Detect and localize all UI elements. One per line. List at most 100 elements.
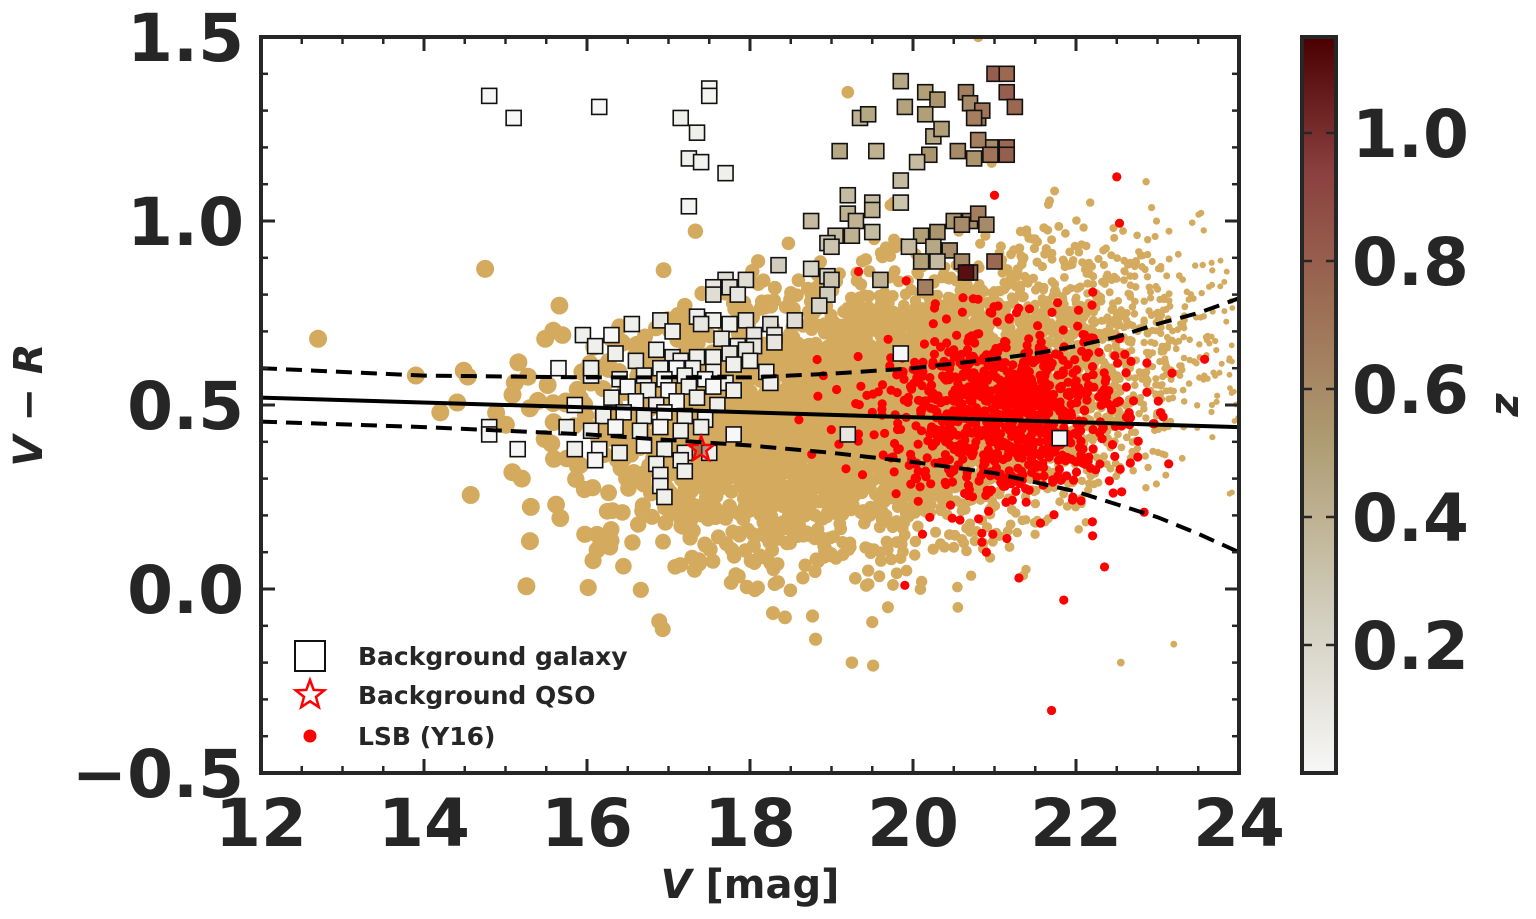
field-galaxy-point (1014, 341, 1025, 352)
field-galaxy-point (853, 307, 866, 321)
field-galaxy-point (1208, 408, 1215, 416)
field-galaxy-point (1242, 345, 1248, 351)
field-galaxy-point (1109, 224, 1118, 233)
field-galaxy-point (1039, 223, 1049, 233)
field-galaxy-point (1129, 466, 1137, 475)
field-galaxy-point (1086, 198, 1095, 207)
field-galaxy-point (1032, 237, 1043, 247)
field-galaxy-point (1037, 307, 1047, 317)
field-galaxy-point (1060, 273, 1069, 282)
field-galaxy-point (1229, 489, 1235, 496)
field-galaxy-point (1167, 387, 1174, 394)
field-galaxy-point (1016, 280, 1026, 291)
field-galaxy-point (1021, 225, 1032, 235)
field-galaxy-point (1199, 261, 1206, 269)
field-galaxy-point (1105, 288, 1114, 297)
field-galaxy-point (775, 515, 790, 530)
field-galaxy-point (1221, 278, 1228, 285)
field-galaxy-point (1074, 525, 1083, 534)
field-galaxy-point (1142, 348, 1151, 357)
field-galaxy-point (958, 279, 970, 291)
field-galaxy-point (1108, 299, 1117, 308)
field-galaxy-point (739, 579, 755, 595)
field-galaxy-point (1110, 233, 1119, 242)
field-galaxy-point (1083, 279, 1092, 288)
field-galaxy-point (888, 265, 901, 277)
field-galaxy-point (1077, 476, 1087, 486)
field-galaxy-point (982, 321, 993, 333)
field-galaxy-point (1120, 323, 1128, 332)
field-galaxy-point (1188, 219, 1196, 226)
field-galaxy-point (823, 531, 837, 545)
field-galaxy-point (687, 223, 704, 239)
field-galaxy-point (1197, 314, 1204, 321)
field-galaxy-point (862, 290, 876, 303)
field-galaxy-point (1174, 250, 1182, 258)
field-galaxy-point (1208, 259, 1215, 266)
field-galaxy-point (909, 535, 922, 548)
field-galaxy-point (1163, 272, 1171, 280)
field-galaxy-point (614, 504, 631, 521)
field-galaxy-point (1176, 372, 1184, 379)
field-galaxy-point (1157, 329, 1165, 338)
field-galaxy-point (944, 292, 956, 303)
field-galaxy-point (1115, 384, 1123, 392)
field-galaxy-point (634, 502, 651, 519)
field-galaxy-point (1151, 339, 1159, 347)
field-galaxy-point (1102, 244, 1110, 253)
field-galaxy-point (980, 230, 991, 241)
field-galaxy-point (1174, 326, 1182, 333)
field-galaxy-point (874, 457, 887, 469)
field-galaxy-point (1054, 310, 1064, 320)
field-galaxy-point (731, 568, 746, 584)
field-galaxy-point (892, 275, 905, 288)
field-galaxy-point (1159, 306, 1167, 314)
field-galaxy-point (784, 286, 798, 300)
field-galaxy-point (1084, 258, 1094, 268)
field-galaxy-point (1144, 236, 1152, 244)
field-galaxy-point (1209, 434, 1216, 441)
field-galaxy-point (636, 328, 654, 345)
field-galaxy-point (875, 554, 887, 567)
field-galaxy-point (1030, 529, 1040, 539)
field-galaxy-point (1198, 289, 1205, 297)
field-galaxy-point (1168, 336, 1176, 344)
field-galaxy-point (702, 541, 718, 557)
field-galaxy-point (899, 312, 911, 324)
field-galaxy-point (1078, 258, 1087, 267)
field-galaxy-point (690, 335, 706, 351)
field-galaxy-point (1143, 273, 1152, 281)
field-galaxy-point (780, 535, 794, 550)
field-galaxy-point (1032, 257, 1042, 267)
field-galaxy-point (1136, 252, 1145, 260)
field-galaxy-point (1126, 290, 1134, 299)
field-galaxy-point (739, 479, 754, 495)
field-galaxy-point (1158, 381, 1166, 389)
field-galaxy-point (551, 509, 570, 527)
field-galaxy-point (950, 300, 962, 311)
field-galaxy-point (615, 557, 632, 575)
field-galaxy-point (746, 527, 761, 542)
field-galaxy-point (1160, 358, 1167, 365)
field-galaxy-point (965, 570, 977, 581)
field-galaxy-point (1005, 519, 1016, 530)
field-galaxy-point (860, 335, 874, 348)
field-galaxy-point (1103, 270, 1112, 279)
field-galaxy-point (600, 484, 617, 502)
field-galaxy-point (1138, 263, 1146, 271)
field-galaxy-point (1226, 371, 1233, 378)
field-galaxy-point (1142, 484, 1150, 492)
field-galaxy-point (1213, 347, 1220, 354)
field-galaxy-point (1131, 374, 1139, 382)
field-galaxy-point (1013, 291, 1023, 302)
field-galaxy-point (896, 538, 908, 551)
field-galaxy-point (1103, 313, 1112, 322)
field-galaxy-point (777, 383, 792, 397)
field-galaxy-point (1227, 385, 1233, 391)
field-galaxy-point (662, 505, 679, 521)
field-galaxy-point (461, 486, 480, 504)
field-galaxy-point (873, 289, 886, 302)
field-galaxy-point (1144, 463, 1152, 472)
field-galaxy-point (1142, 368, 1151, 376)
field-galaxy-point (1241, 314, 1247, 320)
